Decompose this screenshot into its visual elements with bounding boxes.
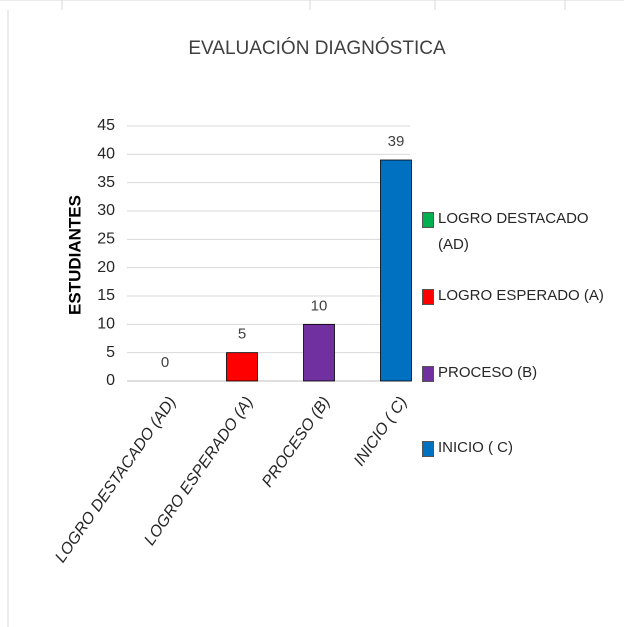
x-tick-label: INICIO ( C) [351,394,411,469]
y-tick-label: 25 [97,231,115,248]
legend-swatch [422,366,434,382]
legend-swatch [422,289,434,305]
legend-label: INICIO ( C) [438,439,513,456]
y-tick-label: 15 [97,287,115,304]
legend-item: INICIO ( C) [422,435,622,461]
chart-title: EVALUACIÓN DIAGNÓSTICA [188,37,446,59]
y-tick-label: 30 [97,202,115,219]
legend-swatch [422,212,434,228]
data-label: 0 [161,354,169,371]
y-tick-label: 20 [97,259,115,276]
bar [303,323,335,382]
y-tick-label: 0 [106,372,115,389]
y-axis-title: ESTUDIANTES [65,195,84,315]
legend-label: PROCESO (B) [438,364,538,381]
legend-item: PROCESO (B) [422,360,622,386]
data-label: 10 [311,297,328,314]
y-tick-label: 40 [97,146,115,163]
bar [226,352,258,382]
legend-item: LOGRO ESPERADO (A) [422,283,622,309]
y-tick-label: 45 [97,117,115,134]
y-tick-label: 35 [97,174,115,191]
x-tick-label: PROCESO (B) [259,394,334,490]
bar [380,159,412,382]
legend-label: LOGRO DESTACADO (AD) [438,210,589,253]
data-label: 5 [238,326,246,343]
y-tick-label: 10 [97,316,115,333]
data-label: 39 [388,133,405,150]
y-tick-label: 5 [106,344,115,361]
legend-label: LOGRO ESPERADO (A) [438,287,604,304]
legend-item: LOGRO DESTACADO (AD) [422,206,622,258]
legend-swatch [422,441,434,457]
